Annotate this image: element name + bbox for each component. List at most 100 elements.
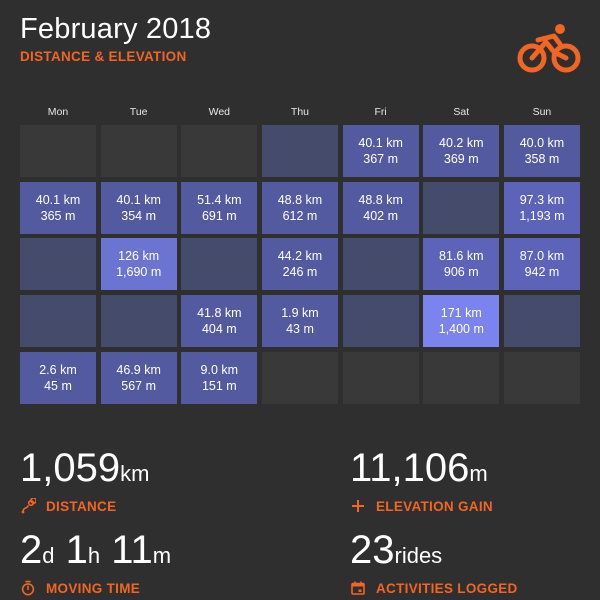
weekday-label: Thu: [290, 106, 310, 118]
stat-value: 11,106m: [350, 446, 493, 496]
weekday-label: Sat: [453, 106, 470, 118]
calendar-grid: 40.1 km 367 m 40.2 km 369 m 40.0 km 358 m 40.1…: [20, 125, 580, 404]
stat-value: 2d 1h 11m: [20, 528, 171, 578]
calendar-day-cell: [503, 351, 580, 404]
elevation-unit: m: [469, 461, 488, 486]
stat-distance: 1,059km DISTANCE: [20, 446, 149, 514]
calendar-day-cell[interactable]: 41.8 km 404 m: [181, 294, 258, 347]
day-elevation: 1,690 m: [116, 265, 162, 280]
days-value: 2: [20, 528, 43, 572]
distance-unit: km: [120, 461, 150, 486]
calendar-day-cell: [261, 351, 338, 404]
day-elevation: 365 m: [40, 208, 76, 223]
calendar-day-cell: [181, 238, 258, 291]
calendar-day-cell: [100, 125, 177, 177]
day-elevation: 402 m: [363, 208, 398, 223]
days-unit: d: [42, 543, 55, 568]
calendar-day-cell[interactable]: 97.3 km 1,193 m: [503, 181, 580, 234]
calendar-day-cell[interactable]: 87.0 km 942 m: [503, 238, 580, 291]
calendar-day-cell[interactable]: 40.1 km 354 m: [100, 181, 177, 234]
day-elevation: 367 m: [363, 152, 398, 166]
day-distance: 40.1 km: [35, 192, 81, 207]
weekday-label: Tue: [129, 106, 148, 118]
page-subtitle: DISTANCE & ELEVATION: [20, 49, 187, 64]
stat-label: ELEVATION GAIN: [350, 498, 493, 514]
day-distance: 2.6 km: [39, 362, 77, 377]
calendar-day-cell: [503, 294, 580, 347]
day-elevation: 45 m: [44, 378, 72, 393]
day-elevation: 1,400 m: [438, 321, 484, 336]
activities-label: ACTIVITIES LOGGED: [376, 580, 518, 596]
day-distance: 81.6 km: [439, 249, 484, 264]
calendar-day-cell: [20, 294, 96, 347]
day-elevation: 612 m: [282, 208, 318, 223]
stat-value: 23rides: [350, 528, 518, 578]
calendar-day-cell[interactable]: 44.2 km 246 m: [261, 238, 338, 291]
hours-value: 1: [65, 528, 88, 572]
day-distance: 9.0 km: [200, 362, 239, 377]
calendar-day-cell[interactable]: 2.6 km 45 m: [20, 351, 96, 404]
calendar-day-cell: [261, 125, 338, 177]
day-distance: 40.0 km: [519, 136, 565, 150]
calendar: Mon Tue Wed Thu Fri Sat Sun 40.1 km 367 m…: [20, 103, 580, 404]
calendar-day-cell[interactable]: 48.8 km 402 m: [342, 181, 419, 234]
day-distance: 48.8 km: [358, 192, 403, 207]
calendar-day-cell[interactable]: 81.6 km 906 m: [423, 238, 500, 291]
day-elevation: 43 m: [286, 321, 314, 336]
distance-value: 1,059: [20, 446, 121, 490]
stat-value: 1,059km: [20, 446, 149, 496]
route-pin-icon: [21, 498, 36, 514]
stat-moving-time: 2d 1h 11m MOVING TIME: [20, 528, 171, 596]
day-distance: 1.9 km: [281, 305, 319, 320]
calendar-day-cell: [342, 351, 419, 404]
stat-label: MOVING TIME: [20, 580, 171, 596]
weekday-label: Sun: [532, 106, 552, 118]
calendar-day-cell[interactable]: 1.9 km 43 m: [261, 294, 338, 347]
day-distance: 126 km: [118, 249, 160, 264]
cyclist-icon: [517, 24, 581, 73]
plus-icon: [352, 500, 364, 512]
day-distance: 40.2 km: [439, 136, 484, 150]
calendar-day-cell: [423, 181, 500, 234]
day-distance: 41.8 km: [197, 305, 242, 320]
day-elevation: 567 m: [121, 378, 157, 393]
stat-label: DISTANCE: [20, 498, 149, 514]
calendar-day-cell[interactable]: 40.2 km 369 m: [423, 125, 500, 177]
calendar-day-cell: [100, 294, 177, 347]
calendar-day-cell: [342, 238, 419, 291]
calendar-day-cell[interactable]: 51.4 km 691 m: [181, 181, 258, 234]
calendar-day-cell[interactable]: 126 km 1,690 m: [100, 238, 177, 291]
calendar-day-cell[interactable]: 48.8 km 612 m: [261, 181, 338, 234]
day-distance: 44.2 km: [277, 249, 323, 264]
day-elevation: 1,193 m: [519, 208, 565, 223]
hours-unit: h: [87, 543, 101, 568]
calendar-day-cell: [423, 351, 500, 404]
day-elevation: 691 m: [201, 208, 237, 223]
stat-elevation: 11,106m ELEVATION GAIN: [350, 446, 493, 514]
day-distance: 46.9 km: [116, 362, 161, 377]
day-distance: 51.4 km: [197, 192, 242, 207]
stat-label: ACTIVITIES LOGGED: [350, 580, 518, 596]
calendar-day-cell[interactable]: 171 km 1,400 m: [423, 294, 500, 347]
calendar-day-cell[interactable]: 40.1 km 367 m: [342, 125, 419, 177]
calendar-day-cell: [342, 294, 419, 347]
calendar-day-cell: [20, 238, 96, 291]
calendar-day-cell[interactable]: 46.9 km 567 m: [100, 351, 177, 404]
moving-time-label: MOVING TIME: [46, 580, 141, 596]
elevation-value: 11,106: [350, 446, 470, 490]
calendar-icon: [351, 581, 365, 595]
weekday-label: Mon: [47, 106, 69, 118]
activities-value: 23: [350, 528, 395, 572]
day-distance: 87.0 km: [519, 249, 565, 264]
elevation-label: ELEVATION GAIN: [376, 498, 493, 514]
calendar-day-cell[interactable]: 9.0 km 151 m: [181, 351, 258, 404]
calendar-day-cell: [181, 125, 258, 177]
header: February 2018 DISTANCE & ELEVATION: [20, 12, 211, 64]
calendar-day-cell[interactable]: 40.1 km 365 m: [20, 181, 96, 234]
day-elevation: 942 m: [524, 265, 560, 280]
weekday-label: Wed: [208, 106, 231, 118]
day-elevation: 151 m: [201, 378, 237, 393]
stopwatch-icon: [21, 580, 35, 596]
activities-unit: rides: [394, 543, 443, 568]
calendar-day-cell[interactable]: 40.0 km 358 m: [503, 125, 580, 177]
